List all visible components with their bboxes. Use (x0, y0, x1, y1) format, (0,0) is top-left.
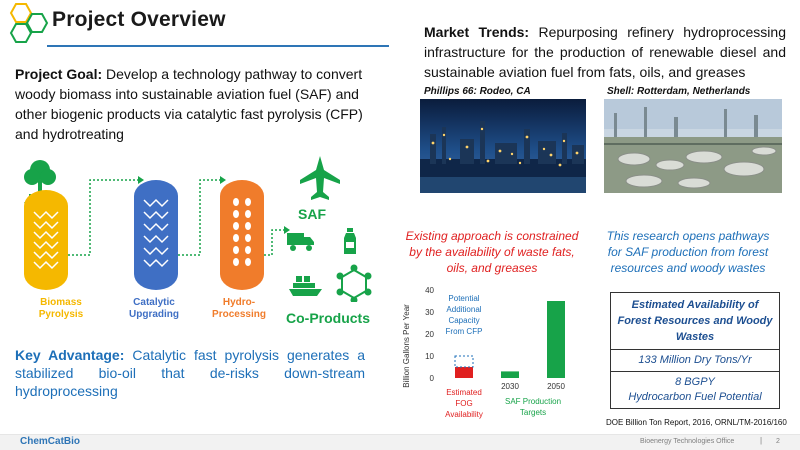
footer-bar (0, 434, 800, 450)
title-underline (47, 45, 389, 47)
x-tick-label: 2030 (501, 382, 519, 391)
y-tick-label: 0 (430, 374, 435, 383)
potential-annotation-line4: From CFP (446, 327, 483, 336)
potential-annotation-line2: Additional (446, 305, 481, 314)
truck-icon (287, 233, 314, 251)
saf-targets-line1: SAF Production (505, 397, 561, 406)
bottle-icon (344, 228, 356, 254)
hexagon-logo-icon (9, 3, 49, 43)
potential-capacity-bar (454, 355, 474, 368)
market-trends-text: Repurposing refinery hydroprocessing inf… (424, 24, 786, 80)
stage-label-pyrolysis: Biomass Pyrolysis (38, 297, 84, 320)
project-goal-text: Develop a technology pathway to convert … (15, 66, 363, 142)
availability-fuel-potential: 8 BGPY Hydrocarbon Fuel Potential (611, 372, 779, 408)
y-tick-label: 20 (425, 330, 434, 339)
availability-bgpy: 8 BGPY (675, 376, 715, 388)
page-number: 2 (776, 438, 780, 445)
key-advantage: Key Advantage: Catalytic fast pyrolysis … (15, 346, 365, 400)
page-title: Project Overview (52, 8, 226, 31)
photo-caption-shell: Shell: Rotterdam, Netherlands (607, 86, 751, 97)
footer-logo: ChemCatBio (20, 436, 81, 447)
y-tick-label: 30 (425, 308, 434, 317)
research-note: This research opens pathways for SAF pro… (606, 229, 770, 275)
y-tick-label: 10 (425, 352, 434, 361)
bar (501, 371, 519, 378)
source-note: DOE Billion Ton Report, 2016, ORNL/TM-20… (606, 418, 787, 427)
availability-table-header: Estimated Availability of Forest Resourc… (611, 293, 779, 350)
saf-targets-line2: Targets (520, 408, 546, 417)
footer-separator: | (760, 436, 763, 445)
x-tick-label: 2050 (547, 382, 565, 391)
refinery-photo-rodeo (420, 99, 586, 193)
market-trends: Market Trends: Repurposing refinery hydr… (424, 22, 786, 82)
availability-hydrocarbon-label: Hydrocarbon Fuel Potential (628, 391, 762, 403)
saf-label: SAF (298, 206, 326, 222)
potential-annotation-line1: Potential (448, 294, 479, 303)
key-advantage-text: Catalytic fast pyrolysis generates a sta… (15, 347, 365, 399)
potential-annotation-line3: Capacity (448, 316, 479, 325)
refinery-photo-rotterdam (604, 99, 782, 193)
pyrolysis-reactor-icon (24, 190, 68, 290)
fog-label-line3: Availability (445, 410, 483, 419)
catalytic-reactor-icon (134, 180, 178, 290)
hydroprocessing-reactor-icon (220, 180, 264, 290)
bar (547, 301, 565, 378)
ship-icon (289, 276, 322, 296)
photo-caption-phillips: Phillips 66: Rodeo, CA (424, 86, 531, 97)
process-diagram (23, 156, 340, 290)
project-goal: Project Goal: Develop a technology pathw… (15, 64, 377, 144)
fog-label-line1: Estimated (446, 388, 482, 397)
y-tick-label: 40 (425, 286, 434, 295)
fog-label-line2: FOG (455, 399, 472, 408)
coproducts-label: Co-Products (286, 310, 370, 326)
project-goal-label: Project Goal: (15, 66, 103, 82)
key-advantage-label: Key Advantage: (15, 347, 125, 363)
chart-ylabel: Billion Gallons Per Year (402, 304, 411, 388)
airplane-icon (300, 156, 340, 200)
tree-icon (24, 160, 56, 194)
stage-label-hydroprocessing: Hydro- Processing (212, 297, 266, 320)
footer-office: Bioenergy Technologies Office (640, 438, 735, 445)
availability-table: Estimated Availability of Forest Resourc… (610, 292, 780, 409)
market-trends-label: Market Trends: (424, 24, 530, 40)
bar (455, 367, 473, 378)
constraint-note: Existing approach is constrained by the … (405, 229, 579, 275)
availability-dry-tons: 133 Million Dry Tons/Yr (611, 350, 779, 372)
stage-label-upgrading: Catalytic Upgrading (129, 297, 179, 320)
molecule-icon (336, 264, 372, 302)
